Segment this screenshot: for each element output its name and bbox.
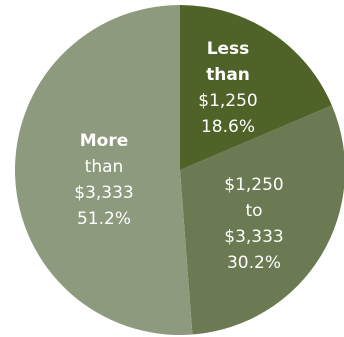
pie-slice-label-line: than xyxy=(85,157,124,177)
pie-slice-label-line: Less xyxy=(207,39,250,59)
pie-slice-label-1: Less than $1,250 18.6% xyxy=(198,39,257,137)
pie-slice-label-line: $1,250 xyxy=(224,175,283,195)
pie-slice-label-line: than xyxy=(206,65,250,85)
pie-slice-label-line: $1,250 xyxy=(198,91,257,111)
pie-slice-label-2: $1,250 to $3,333 30.2% xyxy=(224,175,283,273)
pie-labels: Less than $1,250 18.6% $1,250 to $3,333 30.2% Mo… xyxy=(74,39,283,273)
pie-slice-3 xyxy=(14,5,193,335)
pie-slice-label-line: to xyxy=(245,201,262,221)
pie-slices xyxy=(14,5,344,335)
pie-slice-label-3: More than $3,333 51.2% xyxy=(74,131,133,229)
pie-slice-label-line: 51.2% xyxy=(77,209,131,229)
pie-slice-2 xyxy=(180,105,344,335)
pie-slice-label-line: $3,333 xyxy=(224,227,283,247)
pie-slice-label-line: 30.2% xyxy=(227,253,281,273)
pie-slice-label-line: More xyxy=(80,131,129,151)
pie-slice-label-line: 18.6% xyxy=(201,117,255,137)
pie-slice-1 xyxy=(180,5,332,170)
pie-slice-label-line: $3,333 xyxy=(74,183,133,203)
